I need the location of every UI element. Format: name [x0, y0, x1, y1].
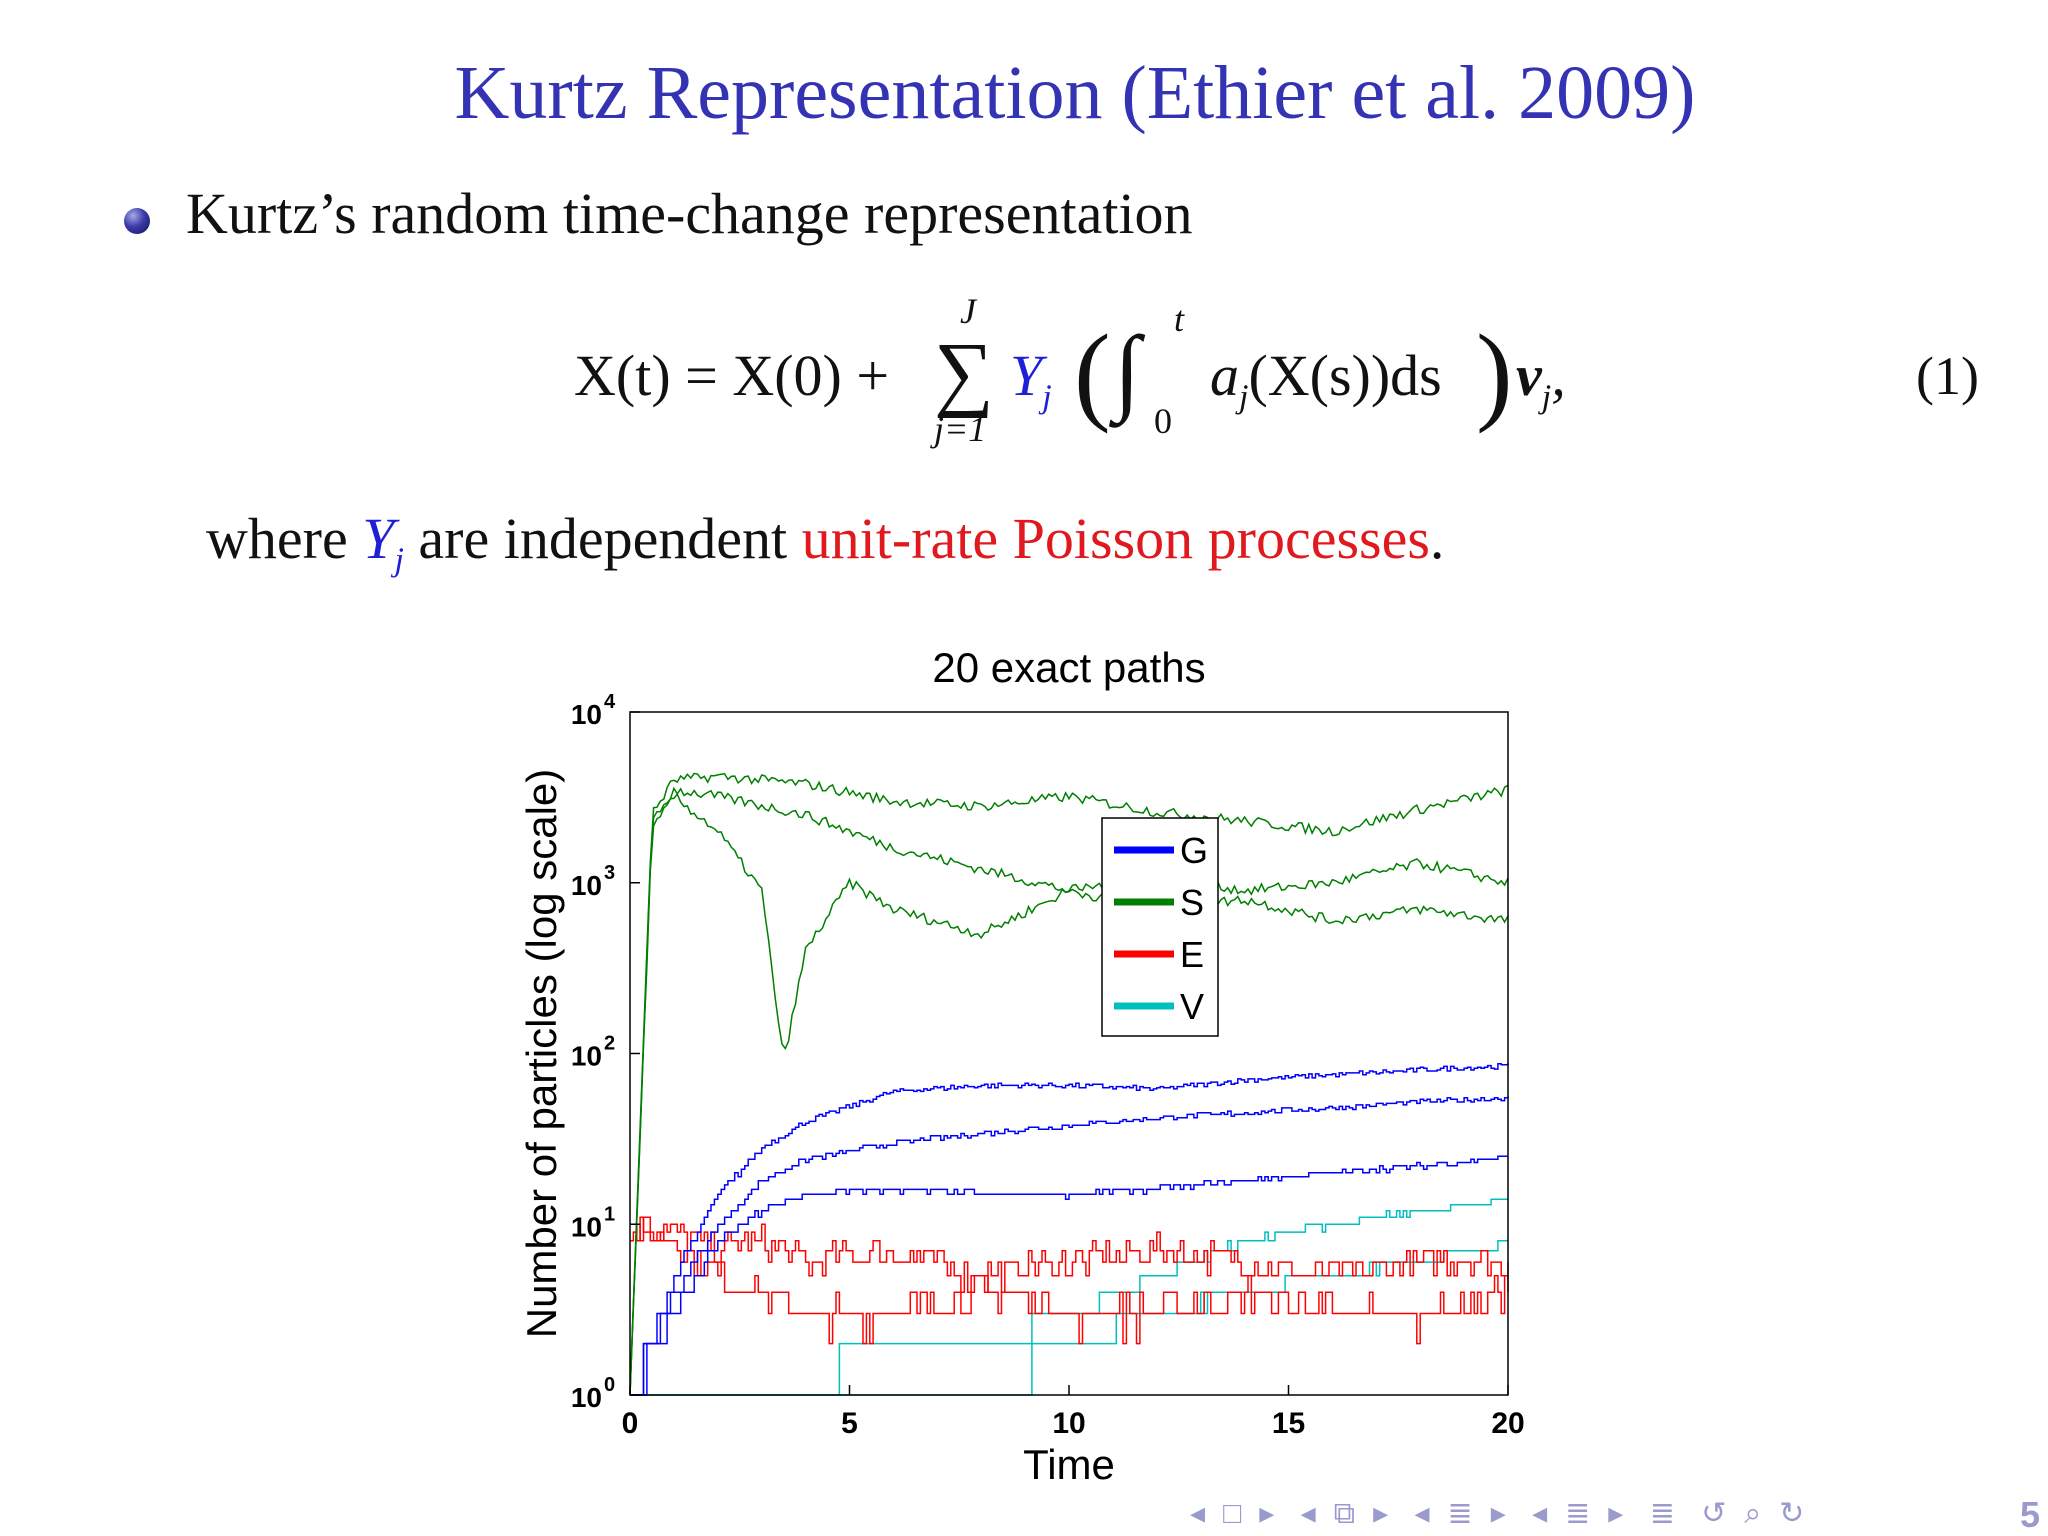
right-paren: )	[1476, 312, 1513, 434]
where-y: Yj	[362, 506, 404, 579]
legend-box	[1101, 817, 1219, 1037]
path-g-2	[630, 1096, 1509, 1396]
y-tick-exponent: 0	[604, 1374, 615, 1396]
sum-sign: ∑	[934, 326, 994, 419]
y-tick-exponent: 1	[604, 1203, 615, 1225]
integrand: aj(X(s))ds	[1210, 343, 1442, 416]
y-tick-exponent: 2	[604, 1033, 615, 1055]
legend-label-v: V	[1180, 986, 1204, 1027]
y-tick-label: 10	[571, 699, 602, 730]
nav-redo-icon[interactable]: ↻	[1779, 1497, 1805, 1530]
kurtz-equation: X(t) = X(0) + J ∑ j=1 Yj ( ∫ t 0 aj(X(s)…	[574, 290, 1624, 460]
x-axis-label: Time	[1023, 1441, 1115, 1488]
page-number: 5	[2020, 1494, 2041, 1535]
slide-title: Kurtz Representation (Ethier et al. 2009…	[454, 51, 1696, 135]
y-axis-label: Number of particles (log scale)	[518, 769, 565, 1339]
integral-sign: ∫	[1114, 316, 1141, 423]
sum-upper-limit: J	[960, 291, 976, 331]
path-s-2	[629, 786, 1509, 1394]
y-tick-label: 10	[571, 870, 602, 901]
path-v-2	[630, 1240, 1508, 1396]
y-tick-exponent: 3	[604, 862, 615, 884]
x-tick-label: 0	[622, 1407, 639, 1440]
chart-title: 20 exact paths	[932, 644, 1205, 691]
path-s-1	[629, 772, 1509, 1396]
nav-next-icon[interactable]: ▸	[1259, 1497, 1275, 1530]
integral-lower-limit: 0	[1154, 401, 1172, 441]
y-tick-label: 10	[571, 1211, 602, 1242]
x-tick-label: 20	[1491, 1407, 1524, 1440]
nav-undo-icon[interactable]: ↺	[1701, 1497, 1727, 1530]
equation-y: Yj	[1010, 343, 1052, 416]
nav-prev-icon[interactable]: ◂	[1414, 1497, 1430, 1530]
legend-label-g: G	[1180, 830, 1208, 871]
path-s-3	[629, 792, 1509, 1396]
integral-upper-limit: t	[1174, 299, 1185, 339]
nav-section-icon[interactable]: ≣	[1565, 1497, 1591, 1530]
y-tick-label: 10	[571, 1041, 602, 1072]
legend-label-e: E	[1180, 934, 1204, 975]
path-e-1	[630, 1216, 1509, 1293]
nav-next-icon[interactable]: ▸	[1608, 1497, 1624, 1530]
nav-prev-icon[interactable]: ◂	[1300, 1497, 1316, 1530]
equation-lhs: X(t) = X(0) +	[574, 343, 890, 408]
path-e-2	[630, 1216, 1509, 1345]
nav-next-icon[interactable]: ▸	[1490, 1497, 1506, 1530]
nav-section-icon[interactable]: ≣	[1447, 1497, 1473, 1530]
paths-layer	[629, 772, 1509, 1396]
bullet-text: Kurtz’s random time-change representatio…	[186, 181, 1193, 246]
left-paren: (	[1074, 312, 1111, 434]
sum-lower-limit: j=1	[934, 409, 987, 449]
y-tick-label: 10	[571, 1382, 602, 1413]
beamer-navigation[interactable]: ◂ □ ▸ ◂ ⧉ ▸ ◂ ≣ ▸ ◂ ≣ ▸ ≣ ↺ ⌕ ↻	[1190, 1496, 1822, 1531]
nav-subsection-icon[interactable]: ⧉	[1333, 1497, 1356, 1530]
equation-number: (1)	[1916, 346, 1979, 406]
nav-prev-icon[interactable]: ◂	[1190, 1497, 1206, 1530]
nav-prev-icon[interactable]: ◂	[1532, 1497, 1548, 1530]
nav-next-icon[interactable]: ▸	[1373, 1497, 1389, 1530]
bullet-icon	[124, 208, 150, 234]
equation-nu: νj,	[1516, 343, 1566, 416]
y-tick-exponent: 4	[604, 691, 616, 713]
x-tick-label: 10	[1052, 1407, 1085, 1440]
where-line: where Yj are independent unit-rate Poiss…	[206, 506, 1445, 579]
poisson-phrase: unit-rate Poisson processes	[801, 506, 1430, 571]
path-g-1	[630, 1063, 1509, 1396]
nav-frame-icon[interactable]: □	[1223, 1497, 1242, 1530]
nav-toc-icon[interactable]: ≣	[1649, 1497, 1675, 1530]
legend-label-s: S	[1180, 882, 1204, 923]
x-tick-label: 15	[1272, 1407, 1305, 1440]
path-g-3	[630, 1155, 1508, 1396]
nav-search-icon[interactable]: ⌕	[1744, 1497, 1762, 1530]
x-tick-label: 5	[841, 1407, 858, 1440]
